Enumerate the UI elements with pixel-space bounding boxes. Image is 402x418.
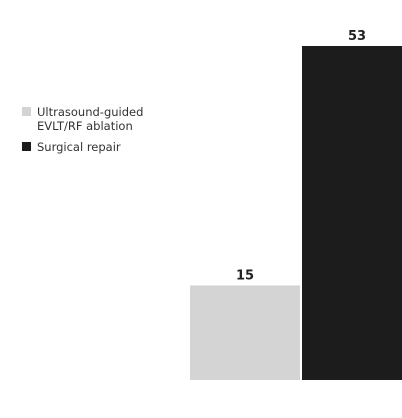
legend-swatch-surgical <box>22 142 31 151</box>
legend-item-ultrasound: Ultrasound-guided EVLT/RF ablation <box>22 105 192 133</box>
legend-label-ultrasound: Ultrasound-guided EVLT/RF ablation <box>37 105 144 133</box>
data-label-surgical: 53 <box>348 29 366 44</box>
bar-surgical <box>302 46 402 380</box>
bar-ultrasound <box>190 285 300 380</box>
legend-item-surgical: Surgical repair <box>22 140 192 154</box>
chart-legend: Ultrasound-guided EVLT/RF ablation Surgi… <box>22 105 192 154</box>
legend-label-surgical: Surgical repair <box>37 140 121 154</box>
data-label-ultrasound: 15 <box>236 268 254 283</box>
legend-swatch-ultrasound <box>22 107 31 116</box>
